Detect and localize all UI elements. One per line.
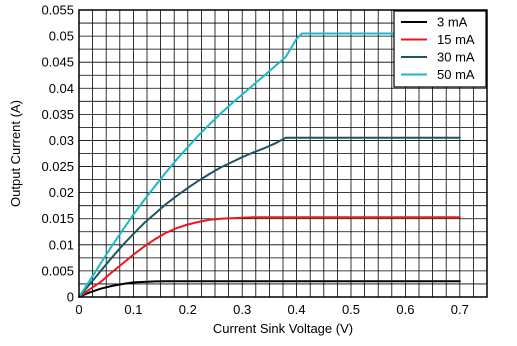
series-line-50-ma bbox=[78, 32, 461, 298]
x-tick-label: 0 bbox=[75, 302, 82, 317]
series-line-30-ma bbox=[78, 136, 461, 298]
y-tick-label: 0.005 bbox=[41, 263, 74, 278]
legend-label: 15 mA bbox=[437, 32, 475, 47]
legend: 3 mA 15 mA 30 mA 50 mA bbox=[393, 10, 487, 88]
y-tick-label: 0.015 bbox=[41, 211, 74, 226]
y-tick-label: 0.02 bbox=[49, 185, 74, 200]
x-tick-label: 0.6 bbox=[396, 302, 414, 317]
x-tick-label: 0.4 bbox=[288, 302, 306, 317]
y-tick-label: 0.04 bbox=[49, 81, 74, 96]
y-axis-label: Output Current (A) bbox=[8, 100, 23, 207]
y-tick-labels: 0 0.005 0.01 0.015 0.02 0.025 0.03 0.035 0.04 0.0… bbox=[41, 3, 74, 305]
y-tick-label: 0.045 bbox=[41, 55, 74, 70]
x-tick-label: 0.7 bbox=[451, 302, 469, 317]
y-tick-label: 0.025 bbox=[41, 159, 74, 174]
plot-frame bbox=[78, 9, 488, 298]
x-tick-label: 0.2 bbox=[179, 302, 197, 317]
y-tick-label: 0.01 bbox=[49, 237, 74, 252]
y-tick-label: 0.05 bbox=[49, 29, 74, 44]
x-tick-label: 0.3 bbox=[233, 302, 251, 317]
x-tick-label: 0.1 bbox=[124, 302, 142, 317]
x-tick-label: 0.5 bbox=[342, 302, 360, 317]
legend-label: 30 mA bbox=[437, 50, 475, 65]
y-tick-label: 0.03 bbox=[49, 133, 74, 148]
x-tick-labels: 0 0.1 0.2 0.3 0.4 0.5 0.6 0.7 bbox=[75, 302, 468, 317]
y-tick-label: 0.035 bbox=[41, 107, 74, 122]
x-axis-label: Current Sink Voltage (V) bbox=[213, 321, 353, 336]
series-line-15-ma bbox=[78, 216, 461, 298]
series-layer bbox=[78, 32, 461, 298]
y-tick-label: 0.055 bbox=[41, 3, 74, 18]
grid bbox=[79, 10, 487, 297]
legend-label: 3 mA bbox=[437, 15, 468, 30]
series-line-3-ma bbox=[78, 280, 461, 298]
y-tick-label: 0 bbox=[67, 290, 74, 305]
legend-label: 50 mA bbox=[437, 67, 475, 82]
